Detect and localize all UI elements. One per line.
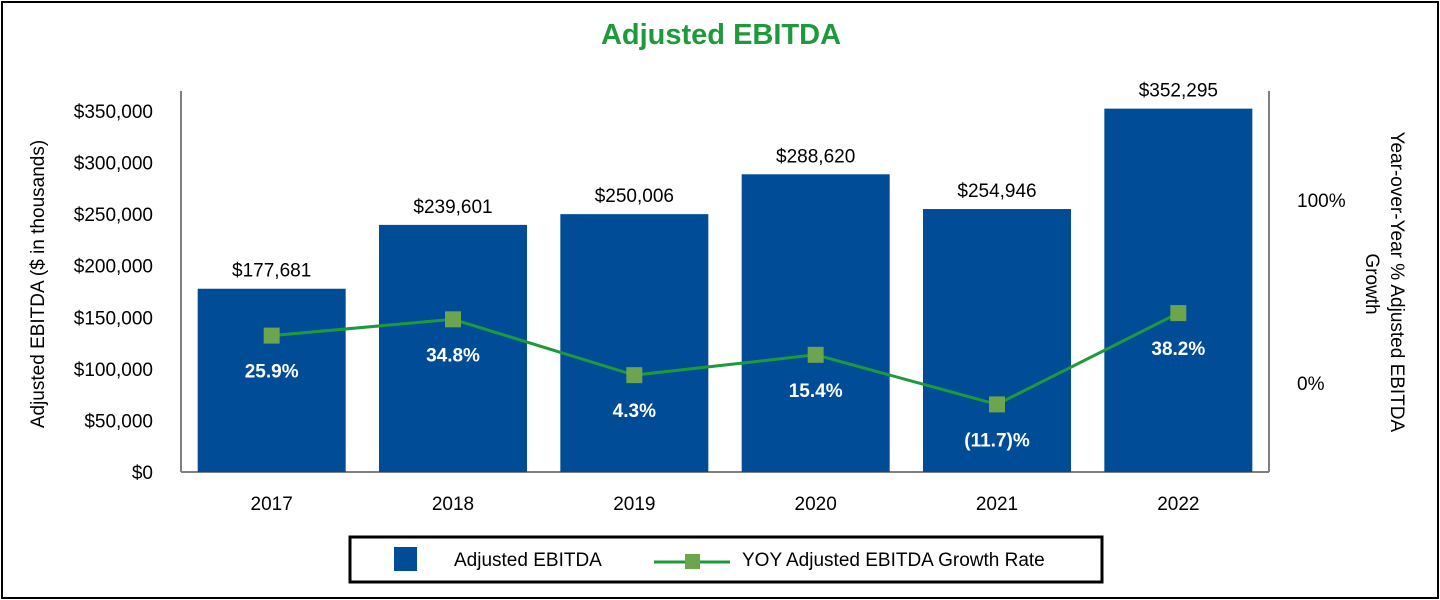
y-axis-label-left: Adjusted EBITDA ($ in thousands): [28, 140, 49, 428]
axes: [180, 91, 1270, 473]
bar-value-label-2022: $352,295: [1139, 81, 1218, 102]
legend-label-growth-rate: YOY Adjusted EBITDA Growth Rate: [742, 550, 1045, 571]
chart-title: Adjusted EBITDA: [601, 19, 841, 51]
growth-line-series: [263, 305, 1187, 413]
bar-series: [197, 108, 1253, 473]
growth-marker-2019: [626, 367, 643, 384]
bar-2022: [1104, 108, 1253, 472]
left-tick-label: $50,000: [84, 411, 153, 432]
legend: Adjusted EBITDA YOY Adjusted EBITDA Grow…: [348, 535, 1104, 584]
y-axis-label-right-line-2: Growth: [1361, 253, 1382, 314]
bar-value-labels: $177,681 $239,601 $250,006 $288,620 $254,946…: [232, 81, 1218, 282]
growth-marker-2022: [1170, 305, 1187, 322]
right-tick-label: 0%: [1297, 374, 1325, 395]
bar-value-label-2018: $239,601: [413, 197, 492, 218]
growth-marker-2021: [989, 396, 1005, 413]
bar-2020: [741, 174, 890, 472]
left-axis-ticks: $0 $50,000 $100,000 $150,000 $200,000 $250,00…: [74, 102, 153, 484]
growth-marker-2018: [445, 311, 461, 328]
left-tick-label: $200,000: [74, 257, 153, 278]
legend-label-adjusted-ebitda: Adjusted EBITDA: [454, 550, 602, 571]
y-axis-label-right: Year-over-Year % Adjusted EBITDA Growth: [1361, 132, 1407, 437]
legend-bar-swatch: [394, 547, 417, 571]
x-tick-label-2020: 2020: [795, 494, 837, 515]
left-tick-label: $0: [132, 463, 153, 484]
growth-rate-label-2021: (11.7)%: [964, 430, 1030, 451]
left-tick-label: $150,000: [74, 308, 153, 329]
x-tick-label-2021: 2021: [976, 494, 1018, 515]
bar-value-label-2020: $288,620: [776, 146, 855, 167]
growth-rate-label-2022: 38.2%: [1151, 339, 1205, 360]
bar-2018: [379, 224, 527, 472]
x-tick-label-2022: 2022: [1157, 494, 1199, 515]
chart-canvas: Adjusted EBITDA $0 $50,000 $100,000 $150,00…: [28, 19, 1407, 584]
bar-value-label-2017: $177,681: [232, 261, 311, 282]
growth-rate-label-2018: 34.8%: [426, 345, 480, 366]
right-tick-label: 100%: [1297, 191, 1346, 212]
bar-2019: [560, 214, 709, 473]
growth-rate-label-2020: 15.4%: [789, 381, 843, 402]
growth-rate-labels: 25.9% 34.8% 4.3% 15.4% (11.7)% 38.2%: [245, 339, 1206, 451]
left-tick-label: $350,000: [74, 102, 153, 123]
x-tick-label-2017: 2017: [251, 494, 293, 515]
x-tick-label-2019: 2019: [613, 494, 655, 515]
right-axis-ticks: 0% 100%: [1297, 191, 1346, 395]
left-tick-label: $250,000: [74, 205, 153, 226]
growth-marker-2017: [263, 327, 280, 344]
left-tick-label: $100,000: [74, 360, 153, 381]
left-tick-label: $300,000: [74, 154, 153, 175]
x-tick-label-2018: 2018: [432, 494, 474, 515]
growth-rate-label-2019: 4.3%: [613, 401, 656, 422]
legend-box: [348, 535, 1104, 584]
bar-2021: [923, 209, 1071, 472]
growth-line: [271, 311, 1180, 407]
bar-2017: [197, 288, 346, 472]
y-axis-label-right-line-1: Year-over-Year % Adjusted EBITDA: [1386, 132, 1407, 433]
x-axis-labels: 2017 2018 2019 2020 2021 2022: [251, 494, 1200, 515]
bar-value-label-2019: $250,006: [595, 186, 674, 207]
legend-marker-swatch: [685, 554, 700, 569]
growth-marker-2020: [807, 346, 824, 363]
growth-rate-label-2017: 25.9%: [245, 362, 299, 383]
bar-value-label-2021: $254,946: [957, 181, 1036, 202]
